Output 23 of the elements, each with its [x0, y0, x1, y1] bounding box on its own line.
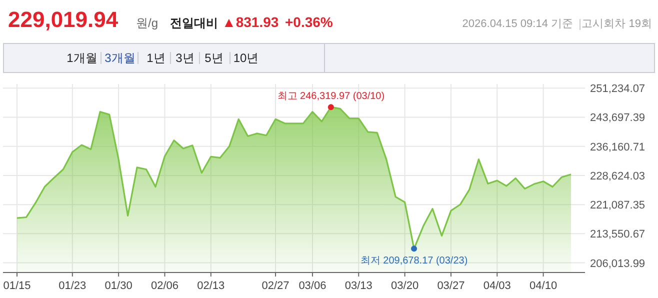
- x-tick-label: 03/06: [298, 280, 326, 292]
- x-tick-label: 03/13: [344, 280, 372, 292]
- y-tick-label: 236,160.71: [590, 141, 646, 154]
- x-tick-label: 01/23: [58, 280, 86, 292]
- x-tick-label: 04/10: [530, 280, 558, 292]
- y-tick-label: 243,697.39: [590, 112, 646, 124]
- y-tick-label: 228,624.03: [590, 170, 646, 182]
- x-tick-label: 04/03: [483, 280, 511, 292]
- x-tick-label: 01/15: [3, 280, 31, 292]
- y-tick-label: 206,013.99: [590, 258, 646, 270]
- x-tick-label: 01/30: [104, 280, 132, 292]
- x-tick-label: 02/27: [262, 280, 290, 292]
- y-tick-label: 213,550.67: [590, 228, 646, 241]
- x-tick-label: 02/06: [150, 280, 178, 292]
- header: 229,019.94 원/g 전일대비 ▲831.93 +0.36% 2026.04.15 09:14 기준 고시회차 19회 1개월 3개월 1년 3년 5년 10년: [3, 7, 655, 73]
- chart-title: 229,019.94: [8, 7, 119, 32]
- x-tick-label: 02/13: [197, 280, 225, 292]
- annotation: 최고 246,319.97 (03/10): [277, 91, 385, 102]
- y-tick-label: 251,234.07: [590, 83, 646, 96]
- annotation: 최저 209,678.17 (03/23): [360, 256, 468, 267]
- x-tick-label: 03/20: [391, 280, 419, 292]
- x-tick-label: 03/27: [437, 280, 465, 292]
- y-tick-label: 221,087.35: [590, 200, 646, 212]
